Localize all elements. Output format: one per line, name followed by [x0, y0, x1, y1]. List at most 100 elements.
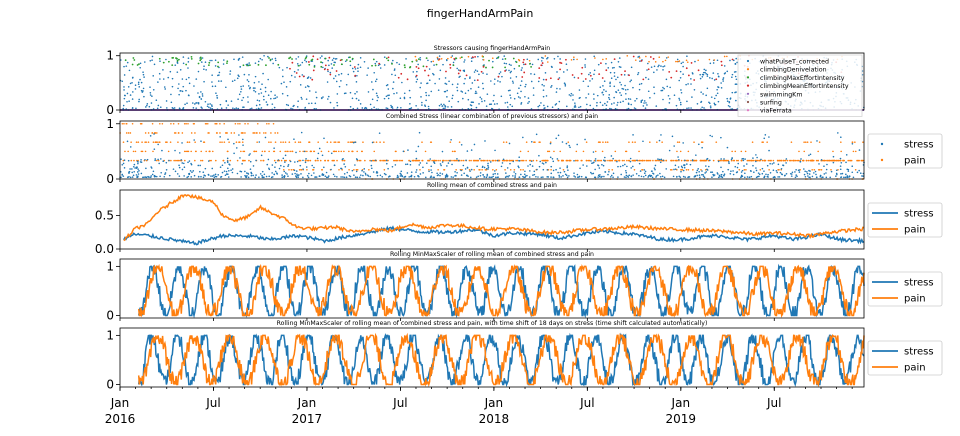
- pain-point: [200, 159, 202, 162]
- scatter-point: [507, 89, 510, 92]
- stress-point: [851, 171, 854, 174]
- pain-point: [358, 159, 361, 162]
- scatter-point: [616, 76, 619, 79]
- scatter-point: [415, 74, 418, 77]
- stress-point: [495, 176, 497, 179]
- pain-point: [498, 159, 501, 162]
- legend-marker: [746, 76, 750, 79]
- pain-point: [767, 159, 770, 162]
- stress-point: [128, 172, 130, 174]
- scatter-point: [609, 107, 611, 110]
- legend-marker: [746, 59, 750, 63]
- scatter-point: [616, 104, 618, 106]
- pain-point: [783, 159, 785, 162]
- scatter-point: [301, 61, 304, 64]
- stress-point: [701, 146, 703, 149]
- scatter-point: [299, 84, 302, 86]
- stress-point: [330, 168, 332, 171]
- scatter-point: [424, 104, 426, 106]
- scatter-point: [668, 102, 671, 104]
- pain-point: [818, 141, 821, 143]
- stress-point: [409, 160, 412, 163]
- stress-point: [247, 173, 250, 175]
- scatter-point: [609, 85, 611, 87]
- scatter-point: [638, 57, 641, 59]
- scatter-point: [492, 60, 494, 63]
- scatter-point: [471, 56, 474, 59]
- scatter-point: [522, 61, 525, 64]
- scatter-point: [351, 97, 354, 100]
- scatter-point: [253, 81, 256, 84]
- pain-point: [470, 159, 472, 162]
- x-tick-label: Jul: [205, 396, 220, 410]
- scatter-point: [405, 58, 407, 60]
- scatter-point: [634, 108, 637, 110]
- stress-point: [475, 176, 478, 178]
- stress-point: [477, 175, 479, 178]
- scatter-point: [488, 59, 490, 62]
- stress-point: [451, 163, 453, 166]
- scatter-point: [349, 64, 352, 67]
- scatter-point: [320, 65, 323, 68]
- scatter-point: [537, 58, 540, 61]
- pain-point: [341, 168, 343, 171]
- stress-point: [820, 159, 823, 161]
- scatter-point: [679, 70, 682, 73]
- scatter-point: [121, 80, 124, 83]
- stress-point: [636, 159, 638, 162]
- stress-point: [705, 171, 708, 173]
- scatter-point: [598, 73, 601, 76]
- pain-point: [302, 150, 304, 153]
- chart-panel-5: Rolling MinMaxScaler of rolling mean of …: [106, 320, 943, 392]
- stress-point: [231, 168, 234, 170]
- pain-point: [747, 159, 750, 162]
- scatter-point: [538, 67, 541, 70]
- pain-point: [321, 168, 323, 171]
- stress-point: [737, 162, 740, 165]
- stress-point: [711, 171, 714, 173]
- pain-point: [177, 159, 180, 162]
- scatter-point: [504, 58, 507, 60]
- scatter-point: [297, 64, 300, 67]
- stress-point: [466, 150, 469, 152]
- stress-point: [736, 166, 739, 169]
- scatter-point: [427, 74, 430, 77]
- pain-point: [272, 150, 275, 153]
- stress-point: [861, 175, 863, 177]
- scatter-point: [475, 90, 477, 93]
- scatter-point: [156, 107, 159, 110]
- stress-point: [835, 169, 838, 172]
- scatter-point: [518, 59, 521, 62]
- chart-panel-2: Combined Stress (linear combination of p…: [106, 113, 943, 186]
- stress-point: [294, 161, 296, 163]
- scatter-point: [217, 74, 219, 77]
- pain-point: [190, 150, 192, 153]
- pain-point: [817, 150, 819, 153]
- scatter-point: [716, 59, 719, 62]
- y-tick-label: 1: [106, 49, 114, 63]
- scatter-point: [136, 64, 139, 66]
- scatter-point: [478, 103, 480, 105]
- pain-point: [173, 132, 176, 134]
- scatter-point: [446, 89, 449, 92]
- scatter-point: [436, 56, 439, 59]
- pain-point: [680, 159, 683, 162]
- stress-point: [176, 173, 179, 175]
- scatter-point: [320, 61, 322, 64]
- stress-point: [496, 159, 499, 162]
- scatter-point: [359, 103, 362, 105]
- pain-point: [681, 168, 684, 171]
- scatter-point: [521, 67, 523, 69]
- stress-point: [295, 170, 298, 172]
- scatter-point: [469, 76, 471, 78]
- pain-point: [481, 168, 483, 171]
- stress-point: [319, 175, 321, 177]
- scatter-point: [442, 63, 444, 66]
- stress-point: [610, 155, 613, 157]
- scatter-point: [461, 91, 464, 93]
- scatter-point: [731, 73, 734, 76]
- pain-point: [242, 132, 244, 134]
- pain-point: [761, 141, 763, 143]
- stress-point: [405, 163, 407, 166]
